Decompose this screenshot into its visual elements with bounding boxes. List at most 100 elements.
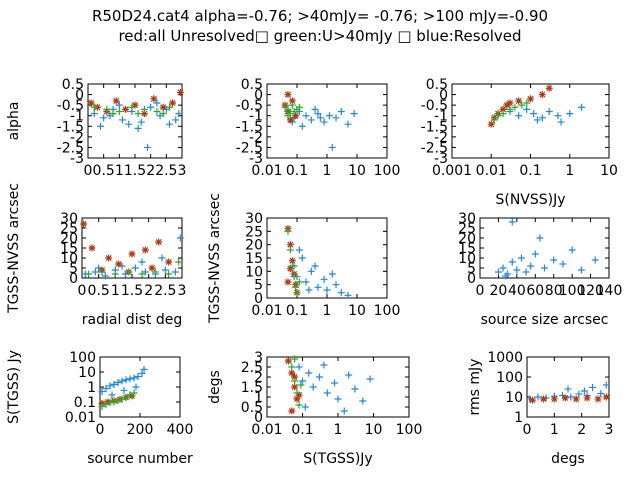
data-point-red	[122, 105, 130, 113]
y-tick-label: 0.1	[74, 395, 96, 411]
x-tick-label: 0.5	[93, 163, 115, 179]
y-tick-label: 0	[69, 271, 78, 287]
data-point-red	[87, 99, 95, 107]
data-point-green	[288, 363, 296, 371]
y-tick-label: 10	[78, 365, 96, 381]
y-tick-label: 15	[245, 251, 263, 267]
x-tick-label: 10	[348, 303, 366, 319]
data-point-blue	[536, 234, 544, 242]
data-point-green	[165, 270, 173, 278]
x-tick-label: 0.1	[291, 422, 313, 438]
x-tick-label: 400	[167, 422, 194, 438]
data-point-blue	[298, 122, 306, 130]
y-tick-label: 15	[60, 241, 78, 257]
plot-frame-6	[99, 356, 181, 418]
data-point-blue	[568, 246, 576, 254]
data-point-green	[292, 283, 300, 291]
data-point-green	[506, 105, 514, 113]
data-point-green	[518, 101, 526, 109]
data-point-red	[286, 241, 294, 249]
data-point-blue	[302, 278, 310, 286]
y-tick-label: 2.5	[241, 360, 263, 376]
data-point-green	[85, 270, 93, 278]
data-point-blue	[134, 124, 142, 132]
data-point-blue	[100, 114, 108, 122]
y-tick-label: 0.5	[62, 77, 84, 93]
y-tick-label: 0.5	[241, 77, 263, 93]
x-axis-label: S(NVSS)Jy	[495, 192, 565, 208]
x-tick-label: 0.001	[432, 163, 472, 179]
data-point-blue	[144, 143, 152, 151]
plot-frame-0	[87, 83, 183, 159]
y-tick-label: -1	[434, 109, 448, 125]
y-tick-label: 3	[254, 350, 263, 366]
data-point-red	[528, 396, 536, 404]
data-point-red	[293, 395, 301, 403]
x-tick-label: 0	[96, 422, 105, 438]
data-point-green	[284, 112, 292, 120]
data-point-red	[515, 97, 523, 105]
y-tick-label: -2.5	[421, 140, 448, 156]
data-point-red	[527, 95, 534, 103]
y-tick-label: 30	[60, 211, 78, 227]
x-tick-label: 10	[600, 163, 618, 179]
x-tick-label: 120	[577, 283, 604, 299]
data-point-red	[169, 99, 177, 107]
data-point-green	[118, 395, 126, 403]
data-point-blue	[120, 386, 128, 394]
data-point-green	[106, 399, 114, 407]
y-tick-label: 1	[254, 390, 263, 406]
x-tick-label: 0.01	[251, 422, 282, 438]
data-point-blue	[108, 391, 116, 399]
data-point-green	[114, 397, 122, 405]
data-point-blue	[328, 270, 336, 278]
data-point-green	[295, 103, 303, 111]
y-tick-label: 10	[458, 251, 476, 267]
data-point-red	[104, 398, 112, 406]
x-tick-label: 0.01	[476, 163, 507, 179]
data-point-red	[292, 112, 300, 120]
data-point-green	[151, 268, 159, 276]
data-point-blue	[147, 103, 155, 111]
data-point-red	[286, 116, 294, 124]
data-point-green	[293, 389, 301, 397]
data-point-blue	[110, 380, 118, 388]
data-point-blue	[97, 122, 105, 130]
data-point-blue	[577, 266, 585, 274]
data-point-blue	[90, 110, 98, 118]
data-point-blue	[499, 264, 507, 272]
plot-frame-3	[81, 217, 183, 279]
data-point-blue	[340, 407, 348, 415]
data-point-blue	[176, 234, 184, 242]
y-tick-label: 1	[87, 380, 96, 396]
data-point-blue	[344, 120, 352, 128]
data-point-green	[494, 112, 502, 120]
data-point-blue	[508, 218, 516, 226]
data-point-green	[284, 105, 292, 113]
y-tick-label: 5	[254, 278, 263, 294]
data-point-blue	[589, 383, 597, 391]
data-point-blue	[328, 143, 336, 151]
data-point-green	[134, 110, 142, 118]
data-point-red	[291, 383, 299, 391]
x-tick-label: 100	[374, 163, 401, 179]
plot-frame-4	[266, 217, 388, 299]
x-tick-label: 10	[365, 422, 383, 438]
data-point-blue	[101, 272, 109, 280]
data-point-green	[90, 103, 98, 111]
y-tick-label: 0	[439, 88, 448, 104]
y-tick-label: -2.5	[57, 140, 84, 156]
data-point-blue	[359, 397, 367, 405]
y-tick-label: 25	[245, 224, 263, 240]
data-point-blue	[554, 112, 562, 120]
x-tick-label: 20	[490, 283, 508, 299]
y-tick-label: 15	[458, 241, 476, 257]
data-point-green	[140, 105, 148, 113]
data-point-green	[284, 227, 292, 235]
data-point-red	[284, 278, 292, 286]
data-point-red	[284, 357, 292, 365]
data-point-green	[499, 110, 507, 118]
x-tick-label: 1	[111, 283, 120, 299]
data-point-blue	[91, 268, 99, 276]
data-point-green	[102, 400, 110, 408]
